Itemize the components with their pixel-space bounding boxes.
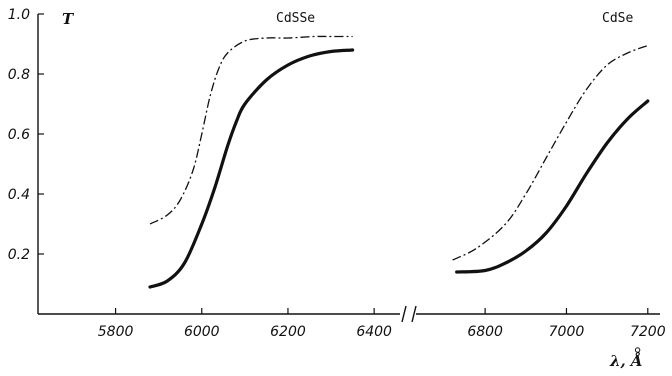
x-tick-label: 6000 — [184, 324, 220, 340]
panel-label-cdsse: CdSSe — [276, 11, 315, 26]
x-tick-label: 6800 — [467, 324, 503, 340]
y-tick-label: 0.4 — [8, 187, 30, 203]
axis-break-mark-right — [411, 305, 417, 323]
axis-break-mark-left — [401, 305, 407, 323]
series-layer — [148, 35, 650, 289]
x-tick-label: 7000 — [549, 324, 585, 340]
y-tick-label: 0.6 — [8, 127, 30, 143]
x-tick-label: 7200 — [630, 324, 666, 340]
y-ticks: 0.2 0.4 0.6 0.8 1.0 — [8, 7, 44, 263]
x-tick-label: 5800 — [98, 324, 134, 340]
series-line-dashdot — [149, 35, 353, 225]
x-axis-label: λ, Å — [609, 352, 643, 370]
x-tick-label: 6400 — [356, 324, 392, 340]
series-line-solid — [455, 99, 650, 274]
x-ticks: 5800 6000 6200 6400 6800 7000 7200 — [98, 308, 666, 340]
panel-label-cdse: CdSe — [602, 11, 633, 26]
series-line-solid — [148, 48, 355, 289]
x-tick-label: 6200 — [270, 324, 306, 340]
y-tick-label: 0.8 — [8, 67, 30, 83]
y-axis-label: T — [62, 10, 75, 28]
axes — [37, 14, 660, 323]
angstrom-ring-mark — [634, 347, 641, 353]
y-tick-label: 1.0 — [8, 7, 30, 23]
y-tick-label: 0.2 — [8, 247, 30, 263]
